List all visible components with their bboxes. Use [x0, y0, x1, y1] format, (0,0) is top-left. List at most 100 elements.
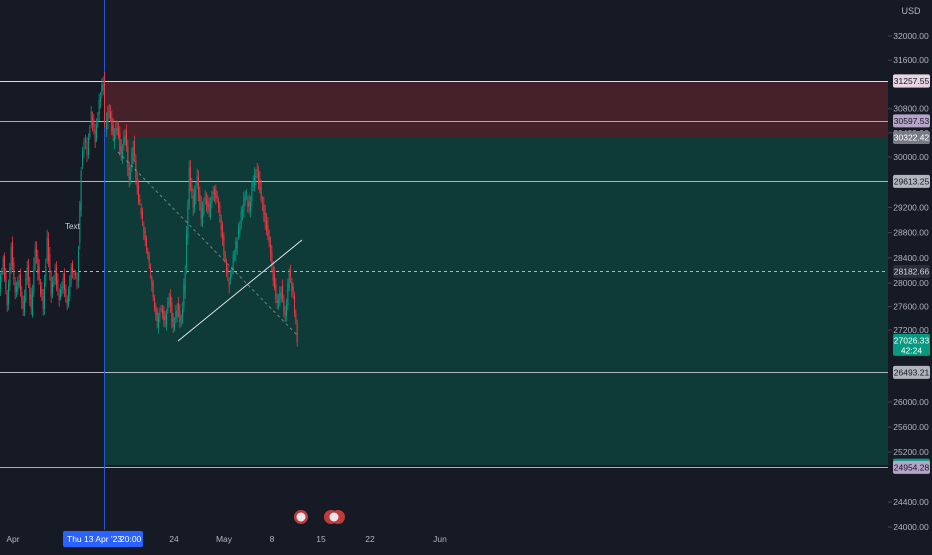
candle-body — [164, 315, 166, 321]
price-tick-label: 27200.00 — [893, 325, 929, 335]
candle-body — [54, 269, 56, 282]
us-flag-icon-inner — [329, 512, 339, 522]
economic-event-flags[interactable] — [294, 510, 345, 524]
candle-body — [170, 294, 171, 307]
price-label-text: 30597.53 — [894, 116, 930, 126]
candle-body — [184, 272, 186, 293]
candle-body — [167, 302, 169, 312]
candle-body — [138, 185, 139, 201]
price-axis[interactable]: USD 32000.0031600.0030800.0030400.003000… — [888, 0, 932, 550]
candle-body — [135, 159, 137, 178]
horizontal-price-lines[interactable] — [0, 81, 888, 468]
candle-body — [280, 292, 282, 299]
candle-body — [276, 299, 278, 304]
price-label-badge — [893, 114, 930, 128]
candle-body — [80, 170, 82, 211]
time-axis[interactable]: Apr 24 May 8 15 22 Jun Thu 13 Apr '23 20:00 — [0, 530, 888, 550]
candle-body — [290, 269, 291, 277]
candle-body — [12, 241, 13, 265]
dashed-diagonal-line[interactable] — [117, 151, 299, 337]
candle-body — [287, 283, 289, 306]
candle-body — [130, 172, 131, 179]
candle-body — [286, 303, 287, 316]
candle-body — [86, 141, 88, 155]
candle-body — [195, 189, 197, 201]
candle-body — [42, 296, 44, 309]
candle-body — [38, 266, 40, 280]
candle-body — [106, 119, 107, 131]
candle-body — [68, 290, 69, 305]
candle-body — [252, 182, 254, 188]
candle-body — [78, 248, 79, 281]
candle-body — [9, 267, 11, 286]
candle-body — [4, 255, 5, 279]
candle-body — [174, 323, 175, 329]
time-axis-label: Jun — [433, 534, 447, 544]
candle-body — [188, 168, 190, 207]
candle-body — [24, 295, 25, 313]
candle-body — [248, 200, 250, 207]
price-label-badge — [893, 333, 930, 356]
position-tool[interactable] — [104, 81, 888, 466]
candle-body — [60, 289, 61, 298]
candle-body — [50, 277, 52, 296]
candle-body — [28, 265, 29, 281]
candle-body — [199, 193, 201, 204]
price-tick-label: 29200.00 — [893, 202, 929, 212]
candle-body — [278, 300, 279, 304]
take-profit-zone[interactable] — [104, 137, 888, 466]
crosshair-date-label: Thu 13 Apr '23 — [67, 534, 122, 544]
candle-body — [89, 129, 91, 138]
candle-body — [58, 294, 60, 301]
candle-body — [183, 285, 185, 307]
candle-body — [94, 129, 96, 142]
candle-body — [251, 187, 253, 201]
candle-body — [204, 196, 206, 200]
price-label-text: 24954.28 — [894, 462, 930, 472]
candle-body — [288, 273, 290, 289]
candle-body — [76, 274, 78, 287]
price-label-countdown: 42:24 — [901, 345, 923, 355]
candle-body — [156, 310, 158, 322]
candle-body — [194, 193, 195, 208]
candle-body — [148, 254, 150, 263]
time-axis-labels: Apr 24 May 8 15 22 Jun — [6, 534, 447, 544]
candle-body — [146, 238, 147, 251]
price-label-text: 29613.25 — [894, 176, 930, 186]
time-axis-label: 24 — [169, 534, 179, 544]
candle-body — [98, 100, 100, 115]
candle-body — [227, 268, 229, 274]
candle-body — [116, 128, 118, 131]
candle-body — [126, 130, 127, 147]
candle-body — [29, 283, 31, 300]
price-tick-label: 25200.00 — [893, 447, 929, 457]
candle-body — [274, 273, 275, 288]
candle-body — [191, 185, 193, 192]
price-tick-label: 30800.00 — [893, 104, 929, 114]
trend-line[interactable] — [177, 239, 303, 342]
candle-body — [202, 208, 203, 224]
price-label-badge — [893, 264, 930, 278]
text-annotation[interactable]: Text — [65, 222, 80, 231]
candle-body — [114, 135, 115, 142]
price-tick-label: 25600.00 — [893, 422, 929, 432]
candle-body — [37, 257, 39, 275]
price-label-badge — [893, 365, 930, 379]
candle-body — [73, 272, 75, 275]
candle-body — [108, 111, 110, 113]
price-tick-label: 26000.00 — [893, 397, 929, 407]
candle-body — [259, 178, 261, 190]
candle-body — [107, 112, 109, 122]
candle-body — [57, 279, 59, 289]
candle-body — [115, 127, 117, 133]
candle-body — [296, 323, 298, 343]
time-axis-label: Apr — [6, 534, 19, 544]
candle-body — [13, 262, 15, 279]
candle-body — [271, 252, 273, 266]
price-axis-labels: 31250.8730322.4224990.1731257.5530597.53… — [893, 74, 930, 474]
stop-loss-zone[interactable] — [104, 81, 888, 138]
candle-body — [17, 282, 19, 291]
candle-body — [172, 319, 174, 327]
